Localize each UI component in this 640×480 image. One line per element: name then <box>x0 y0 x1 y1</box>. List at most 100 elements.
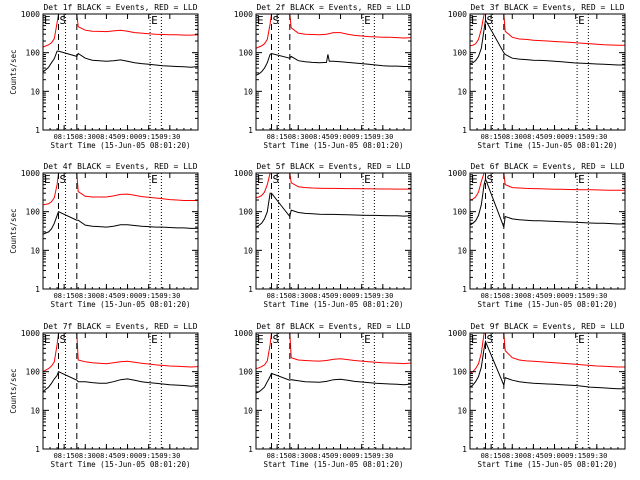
marker-label: E <box>151 14 158 27</box>
y-tick-label: 1 <box>462 285 467 294</box>
x-axis-label: Start Time (15-Jun-05 08:01:20) <box>264 300 404 309</box>
plot-frame <box>255 332 412 450</box>
x-tick-label: 08:15 <box>481 133 502 141</box>
y-tick-label: 100 <box>26 49 41 58</box>
series-line-lld <box>43 333 198 373</box>
x-tick-label: 09:00 <box>330 133 351 141</box>
series-group <box>470 173 625 228</box>
x-tick-label: 08:15 <box>54 292 75 300</box>
series-line-lld <box>256 14 411 49</box>
x-tick-label: 08:30 <box>75 452 96 460</box>
marker-label: E <box>578 173 585 186</box>
y-tick-label: 1000 <box>234 169 253 178</box>
plot-frame <box>42 13 199 131</box>
chart-title: Det 8f BLACK = Events, RED = LLD <box>256 322 410 331</box>
marker-label: E <box>151 173 158 186</box>
x-axis-label: Start Time (15-Jun-05 08:01:20) <box>51 460 191 469</box>
plot-frame <box>469 13 626 131</box>
marker-label: E <box>257 173 264 186</box>
y-tick-label: 10 <box>30 406 40 415</box>
chart-title: Det 6f BLACK = Events, RED = LLD <box>470 162 624 171</box>
marker-label: E <box>364 14 371 27</box>
marker-label: E <box>44 173 51 186</box>
y-tick-label: 1 <box>462 126 467 135</box>
plot-frame <box>42 172 199 290</box>
x-tick-label: 08:30 <box>502 292 523 300</box>
chart-title: Det 9f BLACK = Events, RED = LLD <box>470 322 624 331</box>
y-axis-label: Counts/sec <box>9 208 18 253</box>
marker-label: E <box>44 333 51 346</box>
x-tick-label: 08:45 <box>309 133 330 141</box>
y-tick-label: 10 <box>30 246 40 255</box>
x-tick-label: 09:30 <box>372 292 393 300</box>
x-tick-label: 08:45 <box>96 452 117 460</box>
marker-label: S <box>487 14 494 27</box>
y-tick-label: 1000 <box>21 169 40 178</box>
y-tick-label: 1000 <box>448 169 467 178</box>
x-tick-label: 08:30 <box>502 452 523 460</box>
x-tick-label: 09:00 <box>544 133 565 141</box>
y-tick-label: 1 <box>35 285 40 294</box>
y-tick-label: 100 <box>26 208 41 217</box>
series-group <box>470 14 625 66</box>
y-tick-label: 1 <box>35 445 40 454</box>
x-tick-label: 08:30 <box>288 133 309 141</box>
marker-label: S <box>273 14 280 27</box>
x-tick-label: 08:15 <box>267 452 288 460</box>
x-tick-label: 09:30 <box>159 133 180 141</box>
series-line-events <box>43 211 198 235</box>
x-tick-label: 08:15 <box>481 452 502 460</box>
x-tick-label: 08:15 <box>267 292 288 300</box>
y-tick-label: 1 <box>248 126 253 135</box>
y-tick-label: 100 <box>26 368 41 377</box>
marker-label: S <box>60 333 67 346</box>
x-tick-label: 09:30 <box>586 452 607 460</box>
x-tick-label: 08:30 <box>502 133 523 141</box>
x-tick-label: 09:30 <box>586 292 607 300</box>
y-axis-label: Counts/sec <box>9 49 18 94</box>
series-line-events <box>256 52 411 76</box>
y-tick-label: 100 <box>239 49 254 58</box>
marker-label: S <box>487 333 494 346</box>
marker-label: S <box>487 173 494 186</box>
x-tick-label: 08:45 <box>309 292 330 300</box>
series-group <box>256 173 411 228</box>
x-tick-label: 08:45 <box>523 292 544 300</box>
x-tick-label: 09:30 <box>159 292 180 300</box>
series-line-events <box>43 371 198 393</box>
x-tick-label: 09:15 <box>351 292 372 300</box>
y-tick-label: 1000 <box>448 329 467 338</box>
series-line-lld <box>470 333 625 374</box>
series-line-events <box>470 18 625 66</box>
series-group <box>43 14 198 73</box>
y-tick-label: 1000 <box>234 10 253 19</box>
x-tick-label: 08:30 <box>288 292 309 300</box>
series-group <box>256 333 411 394</box>
y-tick-label: 100 <box>453 208 468 217</box>
plot-frame <box>469 332 626 450</box>
y-tick-label: 1 <box>248 285 253 294</box>
y-tick-label: 10 <box>457 246 467 255</box>
series-line-lld <box>470 14 625 47</box>
y-tick-label: 10 <box>243 87 253 96</box>
x-tick-label: 08:15 <box>481 292 502 300</box>
x-tick-label: 09:00 <box>117 452 138 460</box>
y-tick-label: 1000 <box>448 10 467 19</box>
x-tick-label: 09:30 <box>372 133 393 141</box>
marker-label: S <box>273 333 280 346</box>
series-line-lld <box>43 173 198 206</box>
x-tick-label: 09:00 <box>330 452 351 460</box>
series-line-events <box>470 339 625 390</box>
series-line-events <box>256 372 411 394</box>
y-tick-label: 100 <box>453 368 468 377</box>
series-line-lld <box>470 173 625 201</box>
chart-title: Det 4f BLACK = Events, RED = LLD <box>43 162 197 171</box>
x-tick-label: 08:45 <box>523 133 544 141</box>
